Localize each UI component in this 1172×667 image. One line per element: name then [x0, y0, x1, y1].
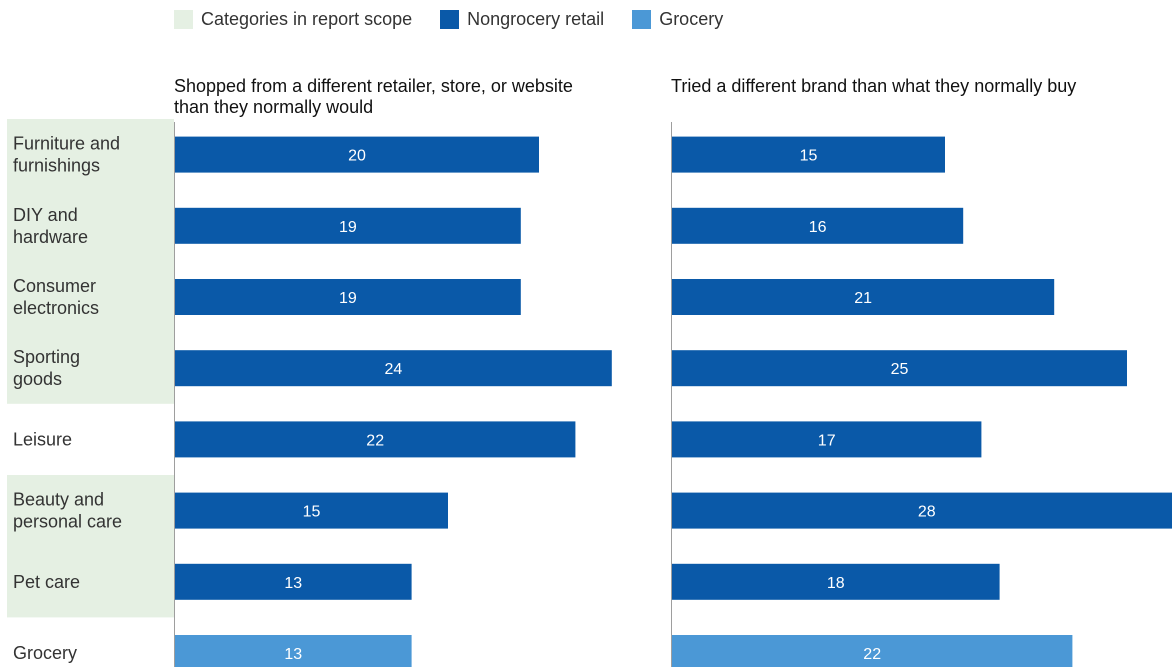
- value-label: 28: [918, 504, 936, 521]
- bar: [175, 563, 412, 600]
- bar: [672, 279, 1055, 315]
- legend-label-scope: Categories in report scope: [201, 8, 413, 29]
- bar: [672, 563, 1000, 600]
- category-label: electronics: [13, 298, 99, 318]
- bar: [175, 207, 521, 244]
- value-label: 17: [818, 432, 836, 449]
- category-label: Beauty and: [13, 490, 104, 510]
- legend-label-nongrocery: Nongrocery retail: [467, 8, 605, 29]
- value-label: 15: [303, 504, 321, 521]
- category-label: Grocery: [13, 643, 77, 663]
- category-label: goods: [13, 369, 62, 389]
- category-label: DIY and: [13, 205, 78, 225]
- category-label: Pet care: [13, 572, 80, 592]
- legend-item-scope: Categories in report scope: [174, 9, 412, 30]
- value-label: 13: [284, 575, 302, 592]
- bar: [672, 207, 964, 244]
- legend-swatch-scope: [174, 9, 193, 29]
- bar: [175, 350, 612, 387]
- bar: [175, 635, 412, 667]
- legend: Categories in report scope Nongrocery re…: [174, 6, 751, 32]
- value-label: 16: [809, 219, 827, 236]
- legend-swatch-nongrocery: [440, 9, 460, 29]
- value-label: 19: [339, 290, 357, 307]
- value-label: 21: [854, 290, 872, 307]
- bar: [672, 350, 1127, 387]
- bar: [175, 279, 521, 315]
- category-label: Furniture and: [13, 134, 120, 154]
- value-label: 19: [339, 219, 357, 236]
- category-label: Sporting: [13, 347, 80, 367]
- bar: [672, 635, 1073, 667]
- value-label: 13: [284, 646, 302, 663]
- category-label: Consumer: [13, 276, 96, 296]
- category-label: Leisure: [13, 429, 72, 449]
- legend-label-grocery: Grocery: [659, 8, 724, 29]
- legend-item-nongrocery: Nongrocery retail: [440, 9, 604, 30]
- category-label: furnishings: [13, 156, 100, 176]
- legend-swatch-grocery: [632, 9, 652, 29]
- scope-band: [7, 475, 174, 618]
- bar: [175, 492, 448, 529]
- legend-item-grocery: Grocery: [632, 9, 723, 30]
- value-label: 20: [348, 148, 366, 165]
- bar: [672, 136, 945, 173]
- bar: [175, 421, 576, 458]
- value-label: 25: [891, 361, 909, 378]
- value-label: 22: [366, 432, 384, 449]
- category-label: personal care: [13, 512, 122, 532]
- panel-title-retailer: Shopped from a different retailer, store…: [174, 76, 573, 117]
- scope-band: [7, 119, 174, 404]
- category-label: hardware: [13, 227, 88, 247]
- panel-title-brand: Tried a different brand than what they n…: [671, 76, 1077, 96]
- value-label: 24: [385, 361, 403, 378]
- bar: [672, 492, 1172, 529]
- bar: [175, 136, 539, 173]
- value-label: 18: [827, 575, 845, 592]
- value-label: 15: [800, 148, 818, 165]
- value-label: 22: [863, 646, 881, 663]
- bar: [672, 421, 982, 458]
